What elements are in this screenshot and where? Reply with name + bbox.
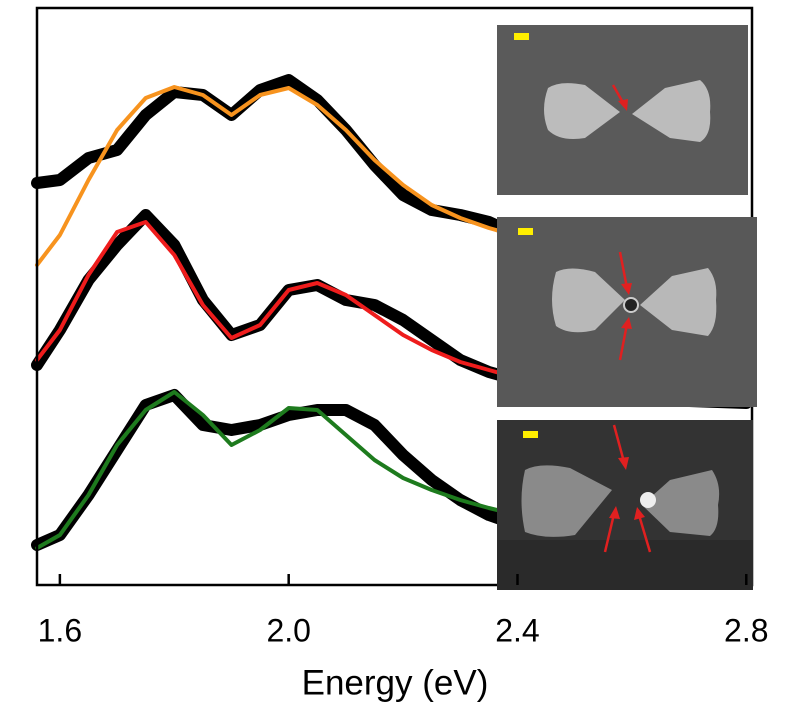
x-axis-label: Energy (eV) xyxy=(302,663,489,702)
x-axis: 1.6 2.0 2.4 2.8 xyxy=(38,574,769,648)
x-tick-label: 2.4 xyxy=(495,612,539,648)
x-tick-label: 2.0 xyxy=(266,612,310,648)
inset-image xyxy=(497,217,757,407)
x-tick-label: 1.6 xyxy=(38,612,82,648)
inset-image xyxy=(497,25,748,195)
x-tick-label: 2.8 xyxy=(724,612,768,648)
inset-image xyxy=(497,420,753,590)
